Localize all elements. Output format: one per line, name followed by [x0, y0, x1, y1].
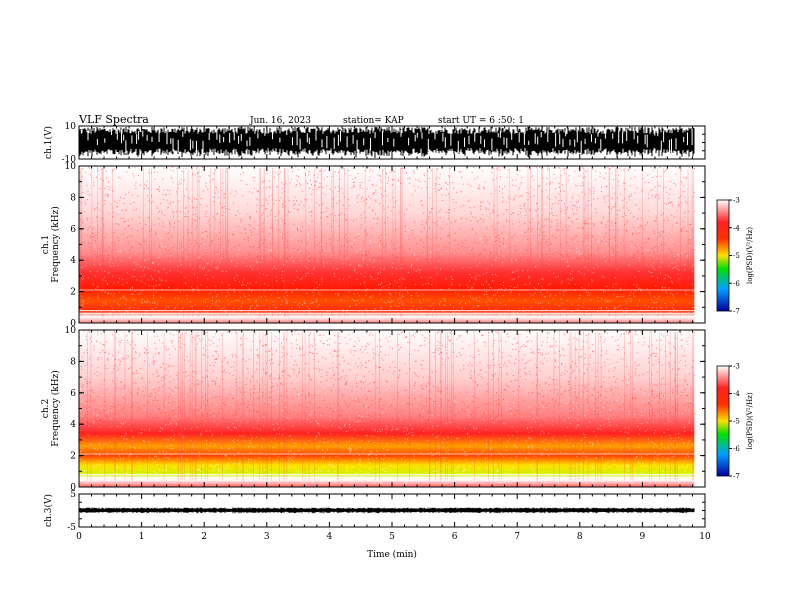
x-tick-label: 6: [452, 532, 458, 542]
y-tick-label: 8: [70, 193, 76, 203]
colorbar-tick-label: -5: [733, 252, 740, 260]
ch2-colorbar: -3 -4 -5 -6 -7 log(PSD)(V²/Hz): [716, 363, 754, 481]
y-tick-label: 4: [70, 256, 76, 266]
x-axis-label: Time (min): [367, 549, 417, 560]
start-time-label: start UT = 6 :50: 1: [438, 116, 524, 126]
y-tick-label: 5: [70, 490, 76, 500]
x-tick-label: 4: [327, 532, 333, 542]
x-tick-label: 1: [139, 532, 145, 542]
ch1-colorbar: -3 -4 -5 -6 -7 log(PSD)(V²/Hz): [716, 197, 754, 316]
ch2-spectrogram-panel: 0 2 4 6 8 10 ch.2 Frequency (kHz): [41, 326, 706, 493]
spectrogram-streaks: [87, 332, 694, 481]
spectrogram-texture-light: [79, 167, 696, 320]
colorbar-scale: [716, 199, 730, 312]
waveform-trace: [78, 507, 695, 514]
colorbar-tick-label: -7: [733, 308, 740, 316]
y-tick-label: 0: [70, 483, 76, 493]
y-axis-label: ch.1(V): [43, 126, 54, 159]
y-tick-label: 0: [70, 319, 76, 329]
y-tick-label: 4: [70, 420, 76, 430]
x-tick-label: 8: [577, 532, 583, 542]
date-label: Jun. 16, 2023: [249, 116, 311, 126]
colorbar-tick-label: -3: [733, 363, 740, 371]
ch3-waveform-panel: 5 -5 ch.3(V): [43, 490, 706, 533]
ch1-spectrogram-panel: 0 2 4 6 8 10 ch.1 Frequency (kHz): [41, 162, 706, 329]
colorbar-label: log(PSD)(V²/Hz): [746, 227, 754, 284]
colorbar-label: log(PSD)(V²/Hz): [746, 392, 754, 449]
y-axis-label-channel: ch.2: [41, 399, 51, 418]
y-axis-label-frequency: Frequency (kHz): [50, 206, 61, 283]
x-tick-label: 5: [389, 532, 395, 542]
spectrogram-image: [79, 330, 695, 487]
time-axis: 0 1 2 3 4 5 6 7 8 9 10 Time (min): [76, 532, 711, 560]
x-tick-label: 10: [699, 532, 711, 542]
spectrogram-streaks: [80, 168, 694, 317]
y-tick-label: 10: [65, 326, 77, 336]
y-tick-label: 10: [65, 122, 77, 132]
ch1-waveform-panel: 10 -10 ch.1(V): [43, 122, 706, 165]
spectrogram-texture-red: [79, 329, 696, 425]
x-tick-label: 7: [514, 532, 520, 542]
y-axis-label-channel: ch.1: [41, 235, 51, 254]
y-tick-label: 2: [70, 288, 76, 298]
spectrogram-texture-red: [79, 165, 696, 261]
y-tick-label: -10: [62, 155, 77, 165]
y-axis-label-frequency: Frequency (kHz): [50, 370, 61, 447]
x-tick-label: 9: [640, 532, 646, 542]
x-tick-label: 2: [201, 532, 207, 542]
colorbar-tick-label: -4: [733, 224, 740, 232]
colorbar-tick-label: -6: [733, 280, 740, 288]
y-axis-label: ch.3(V): [43, 494, 54, 527]
y-tick-label: 10: [65, 162, 77, 172]
colorbar-tick-label: -7: [733, 473, 740, 481]
colorbar-tick-label: -6: [733, 445, 740, 453]
colorbar-tick-label: -5: [733, 418, 740, 426]
y-tick-label: 6: [70, 389, 76, 399]
x-tick-label: 0: [76, 532, 82, 542]
y-tick-label: 2: [70, 452, 76, 462]
colorbar-tick-label: -3: [733, 197, 740, 205]
colorbar-tick-label: -4: [733, 390, 740, 398]
station-label: station= KAP: [343, 116, 404, 126]
x-tick-label: 3: [264, 532, 270, 542]
chart-title: VLF Spectra: [78, 113, 149, 126]
y-tick-label: -5: [67, 523, 76, 533]
spectrogram-image: [79, 166, 695, 323]
colorbar-scale: [716, 365, 730, 477]
y-tick-label: 6: [70, 225, 76, 235]
y-tick-label: 8: [70, 357, 76, 367]
